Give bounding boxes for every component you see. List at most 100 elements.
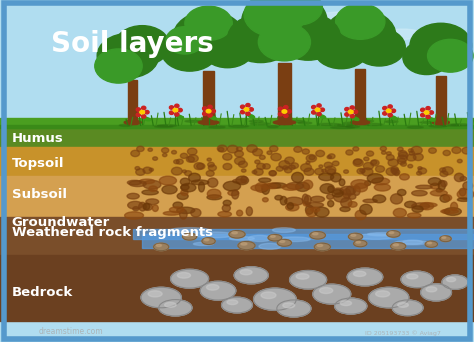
Circle shape — [228, 15, 294, 63]
Ellipse shape — [189, 173, 201, 182]
Ellipse shape — [407, 126, 423, 128]
Ellipse shape — [311, 105, 316, 109]
Ellipse shape — [145, 110, 149, 114]
Circle shape — [316, 150, 325, 157]
Circle shape — [135, 167, 140, 170]
Circle shape — [319, 165, 323, 168]
Circle shape — [241, 169, 246, 172]
Circle shape — [97, 34, 159, 78]
Ellipse shape — [390, 116, 397, 119]
Ellipse shape — [383, 106, 387, 110]
Bar — [0, 217, 474, 255]
Circle shape — [452, 147, 461, 154]
Circle shape — [185, 6, 232, 40]
Circle shape — [353, 159, 363, 167]
Ellipse shape — [261, 292, 276, 299]
Ellipse shape — [389, 232, 394, 234]
Ellipse shape — [405, 201, 416, 208]
Ellipse shape — [403, 240, 423, 244]
Circle shape — [386, 152, 391, 155]
Circle shape — [207, 158, 211, 161]
Ellipse shape — [384, 29, 422, 39]
Ellipse shape — [368, 287, 409, 308]
Circle shape — [254, 169, 263, 175]
Circle shape — [223, 154, 232, 160]
Ellipse shape — [280, 240, 285, 242]
Circle shape — [187, 148, 197, 155]
Ellipse shape — [210, 116, 217, 120]
Ellipse shape — [391, 243, 406, 250]
Ellipse shape — [463, 182, 473, 190]
Circle shape — [173, 108, 178, 112]
Ellipse shape — [263, 198, 268, 202]
Ellipse shape — [412, 206, 423, 212]
Circle shape — [386, 155, 394, 160]
Circle shape — [360, 169, 365, 173]
Circle shape — [388, 159, 398, 167]
Ellipse shape — [432, 120, 449, 124]
Circle shape — [457, 159, 462, 163]
Ellipse shape — [395, 240, 428, 245]
Circle shape — [184, 171, 191, 176]
Circle shape — [322, 169, 327, 172]
Ellipse shape — [313, 284, 351, 304]
Ellipse shape — [372, 178, 390, 185]
Circle shape — [364, 157, 369, 161]
Ellipse shape — [328, 200, 334, 207]
Ellipse shape — [128, 180, 141, 185]
Ellipse shape — [314, 243, 330, 251]
Text: Soil layers: Soil layers — [51, 30, 214, 58]
Ellipse shape — [199, 182, 204, 192]
Ellipse shape — [426, 107, 430, 110]
Circle shape — [462, 147, 472, 154]
Ellipse shape — [289, 120, 305, 122]
Ellipse shape — [202, 107, 207, 110]
Ellipse shape — [268, 235, 282, 241]
Ellipse shape — [327, 194, 334, 199]
Circle shape — [208, 162, 214, 167]
Circle shape — [267, 151, 272, 155]
Ellipse shape — [180, 209, 187, 219]
Ellipse shape — [207, 195, 222, 200]
Bar — [0, 0, 474, 128]
Circle shape — [371, 160, 379, 166]
Ellipse shape — [136, 108, 140, 111]
Circle shape — [380, 146, 386, 151]
Circle shape — [392, 170, 400, 175]
Circle shape — [284, 167, 292, 173]
Ellipse shape — [364, 123, 383, 126]
Ellipse shape — [455, 173, 464, 182]
Ellipse shape — [295, 182, 310, 192]
Ellipse shape — [144, 117, 150, 121]
Circle shape — [375, 166, 384, 172]
Circle shape — [275, 0, 322, 25]
Circle shape — [315, 108, 320, 111]
Text: Groundwater: Groundwater — [12, 216, 110, 229]
Ellipse shape — [310, 196, 325, 202]
Ellipse shape — [443, 209, 450, 213]
Ellipse shape — [259, 178, 271, 182]
Ellipse shape — [208, 114, 212, 117]
Ellipse shape — [177, 207, 195, 213]
Ellipse shape — [343, 122, 362, 124]
Circle shape — [206, 171, 214, 176]
Ellipse shape — [234, 267, 268, 284]
Ellipse shape — [438, 180, 446, 190]
Ellipse shape — [457, 198, 470, 201]
Circle shape — [442, 167, 453, 175]
Text: Bedrock: Bedrock — [12, 286, 73, 299]
Circle shape — [428, 39, 473, 72]
Text: Weathered rock fragments: Weathered rock fragments — [12, 226, 213, 239]
Circle shape — [244, 108, 249, 111]
Ellipse shape — [178, 108, 182, 112]
Ellipse shape — [240, 269, 252, 275]
Circle shape — [353, 28, 405, 66]
Ellipse shape — [360, 204, 372, 214]
Circle shape — [366, 151, 374, 156]
Circle shape — [382, 151, 386, 154]
Ellipse shape — [249, 120, 264, 122]
Ellipse shape — [368, 233, 398, 236]
Ellipse shape — [267, 126, 278, 128]
Ellipse shape — [345, 113, 349, 116]
Ellipse shape — [163, 211, 180, 215]
